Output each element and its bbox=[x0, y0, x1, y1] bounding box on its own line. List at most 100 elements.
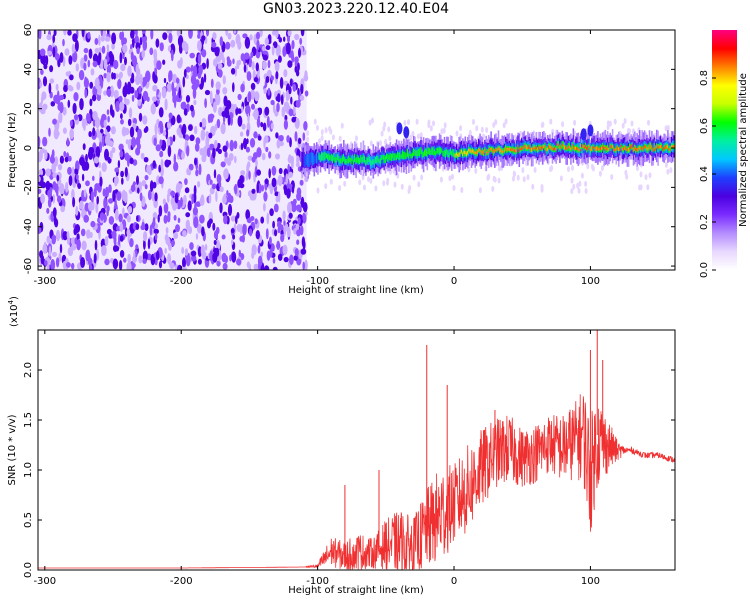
noise-speckle bbox=[296, 229, 301, 237]
noise-speckle bbox=[108, 198, 114, 204]
noise-speckle bbox=[250, 216, 255, 221]
halo-speckle bbox=[644, 174, 648, 181]
halo-speckle bbox=[646, 184, 650, 191]
noise-speckle bbox=[286, 188, 291, 199]
noise-speckle bbox=[104, 258, 110, 266]
noise-speckle bbox=[282, 244, 288, 256]
noise-speckle bbox=[64, 156, 69, 163]
noise-speckle bbox=[74, 224, 81, 233]
noise-speckle bbox=[133, 250, 136, 263]
spectrogram-x-tick-label: -200 bbox=[170, 276, 193, 287]
noise-speckle bbox=[222, 145, 228, 152]
ridge-cell bbox=[334, 156, 336, 163]
noise-speckle bbox=[159, 42, 164, 52]
halo-speckle bbox=[417, 181, 421, 188]
noise-speckle bbox=[98, 47, 102, 53]
noise-speckle bbox=[214, 46, 220, 57]
ridge-cell bbox=[522, 146, 524, 150]
ridge-cell bbox=[560, 146, 562, 149]
noise-speckle bbox=[233, 103, 237, 110]
noise-speckle bbox=[181, 246, 185, 255]
ridge-cell bbox=[588, 144, 591, 148]
noise-speckle bbox=[111, 32, 117, 45]
ridge-cell bbox=[438, 147, 441, 155]
noise-speckle bbox=[294, 131, 298, 142]
halo-speckle bbox=[459, 125, 463, 132]
halo-speckle bbox=[306, 136, 310, 143]
noise-speckle bbox=[270, 99, 275, 106]
ridge-cell bbox=[551, 146, 554, 150]
noise-speckle bbox=[110, 85, 114, 98]
noise-speckle bbox=[235, 215, 238, 225]
ridge-cell bbox=[366, 157, 368, 165]
noise-speckle bbox=[159, 150, 164, 158]
ridge-cell bbox=[451, 151, 453, 156]
noise-speckle bbox=[123, 96, 127, 104]
noise-speckle bbox=[277, 135, 284, 141]
ridge-cell bbox=[405, 153, 408, 159]
noise-speckle bbox=[189, 104, 194, 112]
noise-speckle bbox=[221, 234, 226, 240]
noise-speckle bbox=[49, 65, 54, 73]
ridge-cell bbox=[568, 146, 571, 149]
noise-speckle bbox=[141, 49, 145, 59]
noise-speckle bbox=[257, 255, 263, 267]
noise-speckle bbox=[283, 69, 288, 78]
halo-speckle bbox=[577, 187, 581, 194]
ridge-cell bbox=[528, 145, 530, 149]
noise-speckle bbox=[101, 245, 107, 257]
halo-speckle bbox=[320, 135, 324, 141]
halo-speckle bbox=[420, 174, 424, 181]
noise-speckle bbox=[94, 37, 99, 46]
ridge-cell bbox=[436, 147, 438, 155]
noise-speckle bbox=[109, 54, 113, 67]
ridge-cell bbox=[393, 152, 395, 161]
halo-speckle bbox=[409, 134, 413, 141]
noise-speckle bbox=[288, 86, 292, 95]
ridge-cell bbox=[416, 150, 419, 158]
ridge-cell bbox=[344, 157, 346, 164]
noise-speckle bbox=[239, 175, 245, 184]
halo-speckle bbox=[561, 121, 565, 128]
noise-speckle bbox=[146, 253, 152, 261]
noise-speckle bbox=[104, 36, 111, 42]
ridge-cell bbox=[497, 146, 500, 150]
ridge-cell bbox=[532, 147, 534, 151]
noise-speckle bbox=[140, 152, 145, 160]
noise-speckle bbox=[230, 68, 236, 75]
noise-speckle bbox=[199, 196, 205, 206]
ridge-cell bbox=[341, 156, 344, 164]
noise-speckle bbox=[291, 185, 295, 194]
noise-speckle bbox=[223, 168, 229, 180]
noise-speckle bbox=[302, 261, 305, 270]
noise-speckle bbox=[71, 166, 75, 177]
ridge-cell bbox=[534, 147, 537, 150]
ridge-cell bbox=[552, 148, 555, 151]
noise-speckle bbox=[255, 230, 260, 240]
noise-speckle bbox=[301, 236, 306, 248]
noise-speckle bbox=[176, 114, 181, 124]
noise-speckle bbox=[129, 238, 134, 248]
ridge-cell bbox=[635, 148, 637, 152]
ridge-cell bbox=[444, 150, 447, 158]
ridge-cell bbox=[659, 144, 662, 149]
noise-speckle bbox=[246, 71, 252, 82]
noise-speckle bbox=[243, 137, 247, 150]
noise-speckle bbox=[158, 205, 163, 217]
noise-speckle bbox=[90, 220, 96, 228]
noise-speckle bbox=[248, 263, 252, 270]
noise-speckle bbox=[84, 88, 88, 99]
ridge-cell bbox=[646, 146, 648, 150]
halo-speckle bbox=[427, 122, 431, 129]
noise-speckle bbox=[79, 98, 84, 111]
noise-speckle bbox=[68, 175, 73, 187]
ridge-cell bbox=[496, 148, 498, 152]
halo-speckle bbox=[584, 188, 588, 194]
noise-speckle bbox=[168, 112, 173, 119]
noise-speckle bbox=[271, 165, 277, 176]
ridge-cell bbox=[572, 144, 575, 148]
noise-speckle bbox=[111, 42, 115, 50]
noise-speckle bbox=[236, 258, 242, 266]
ridge-cell bbox=[548, 145, 550, 149]
noise-speckle bbox=[167, 159, 172, 166]
